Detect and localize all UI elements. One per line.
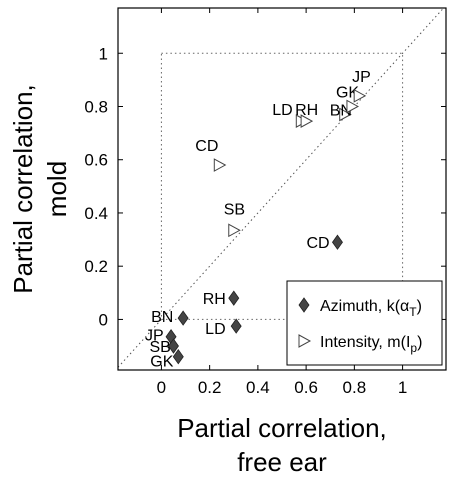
legend-box: [286, 280, 443, 366]
legend-entry-azimuth: Azimuth, k(αT): [320, 298, 422, 319]
y-tick-label: 0.4: [84, 204, 108, 223]
azimuth-marker-gk: [172, 349, 184, 365]
x-tick-label: 1: [398, 378, 407, 397]
azimuth-point-label-rh: RH: [203, 291, 226, 308]
reference-box: [160, 52, 404, 320]
y-axis-label-line-1: Partial correlation,: [8, 84, 38, 294]
azimuth-point-label-cd: CD: [306, 235, 329, 252]
intensity-marker-bn: [339, 107, 352, 122]
azimuth-marker-ld: [230, 318, 242, 334]
y-tick-label: 0.6: [84, 151, 108, 170]
x-tick-label: 0: [157, 378, 166, 397]
y-axis-label-line-2: mold: [42, 161, 72, 217]
y-tick-label: 0.8: [84, 97, 108, 116]
intensity-point-label-cd: CD: [195, 138, 218, 155]
y-tick-label: 0: [99, 310, 108, 329]
x-tick-label: 0.2: [198, 378, 222, 397]
y-tick-label: 0.2: [84, 257, 108, 276]
axes-frame: [117, 7, 447, 371]
intensity-marker-jp: [353, 88, 367, 103]
legend-text-sub: p: [410, 341, 417, 355]
legend-diamond-icon: [298, 297, 310, 313]
intensity-point-label-sb: SB: [224, 201, 245, 218]
intensity-marker-rh: [300, 114, 314, 128]
intensity-marker-sb: [228, 223, 241, 238]
azimuth-marker-sb: [167, 338, 179, 354]
x-axis-label-line-2: free ear: [237, 447, 327, 477]
intensity-marker-cd: [213, 158, 227, 172]
axis-labels: Partial correlation, free ear Partial corr…: [8, 84, 387, 477]
legend-text-main: Intensity, m(I: [320, 334, 410, 351]
y-tick-label: 1: [99, 44, 108, 63]
intensity-point-label-gk: GK: [336, 84, 359, 101]
azimuth-marker-cd: [331, 234, 343, 250]
x-tick-label: 0.6: [294, 378, 318, 397]
azimuth-marker-rh: [228, 290, 240, 306]
azimuth-point-label-bn: BN: [151, 309, 173, 326]
intensity-point-label-rh: RH: [295, 102, 318, 119]
legend-entry-intensity: Intensity, m(Ip): [320, 334, 422, 355]
x-tick-label: 0.8: [343, 378, 367, 397]
intensity-marker-gk: [346, 99, 359, 114]
legend-triangle-icon: [298, 334, 312, 348]
azimuth-point-label-gk: GK: [150, 354, 173, 371]
x-tick-label: 0.4: [246, 378, 270, 397]
intensity-point-label-jp: JP: [352, 69, 371, 86]
azimuth-point-label-ld: LD: [205, 321, 225, 338]
legend-text-main: Azimuth, k(α: [320, 298, 409, 315]
legend-text-sub: T: [409, 305, 417, 319]
legend-text-close: ): [417, 298, 422, 315]
legend-text-close: ): [417, 334, 422, 351]
diagonal-reference-line: [118, 8, 445, 368]
azimuth-point-label-jp: JP: [145, 328, 164, 345]
intensity-point-label-bn: BN: [330, 102, 352, 119]
intensity-point-label-ld: LD: [272, 102, 292, 119]
azimuth-point-label-sb: SB: [149, 339, 170, 356]
axes: 0 0.2 0.4 0.6 0.8 1 0 0.2 0.4 0.6 0.8 1: [84, 7, 447, 397]
legend: Azimuth, k(αT)Intensity, m(Ip): [286, 280, 443, 366]
x-axis-label-line-1: Partial correlation,: [177, 413, 387, 443]
azimuth-marker-bn: [177, 310, 189, 326]
